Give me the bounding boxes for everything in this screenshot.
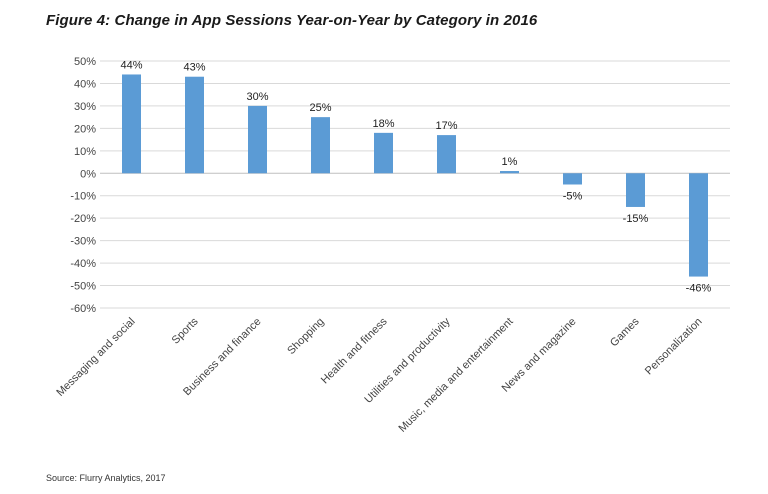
gridlines [100, 60, 730, 309]
bars [122, 74, 708, 277]
category-label: Shopping [285, 316, 326, 357]
y-tick-label: -20% [70, 213, 96, 225]
category-label: Sports [170, 315, 201, 346]
bar [500, 171, 519, 174]
y-tick-label: -60% [70, 303, 96, 315]
data-label: 1% [502, 156, 518, 168]
data-label: 25% [309, 102, 331, 114]
data-label: 43% [183, 62, 205, 74]
data-label: 30% [246, 91, 268, 103]
bar [185, 76, 204, 174]
bar [374, 132, 393, 174]
chart-title: Figure 4: Change in App Sessions Year-on… [46, 12, 538, 29]
bar [248, 105, 267, 174]
category-label: Messaging and social [54, 316, 137, 399]
data-label: -15% [623, 213, 649, 225]
y-tick-label: 10% [74, 146, 96, 158]
data-label: 44% [120, 59, 142, 71]
y-tick-label: -10% [70, 191, 96, 203]
data-labels: 44% 43% 30% 25% 18% 17% 1% -5% -15% -46% [120, 59, 711, 294]
data-label: -46% [686, 283, 712, 295]
category-label: Music, media and entertainment [396, 316, 515, 435]
y-tick-label: -50% [70, 281, 96, 293]
y-tick-label: -30% [70, 236, 96, 248]
y-tick-label: 30% [74, 101, 96, 113]
y-axis-ticks: 50% 40% 30% 20% 10% 0% -10% -20% -30% -40% -50% -60… [70, 56, 96, 315]
y-tick-label: 20% [74, 123, 96, 135]
bar [122, 74, 141, 174]
bar [437, 135, 456, 174]
source-note: Source: Flurry Analytics, 2017 [46, 473, 166, 483]
data-label: -5% [563, 191, 583, 203]
data-label: 17% [435, 120, 457, 132]
category-label: Personalization [643, 316, 705, 378]
data-label: 18% [372, 118, 394, 130]
category-label: Games [608, 315, 642, 349]
y-tick-label: -40% [70, 258, 96, 270]
category-label: Health and fitness [319, 315, 390, 386]
bar [563, 173, 582, 185]
y-tick-label: 40% [74, 78, 96, 90]
bar [626, 173, 645, 207]
bar [311, 117, 330, 174]
y-tick-label: 0% [80, 168, 96, 180]
y-tick-label: 50% [74, 56, 96, 68]
bar [689, 173, 708, 277]
